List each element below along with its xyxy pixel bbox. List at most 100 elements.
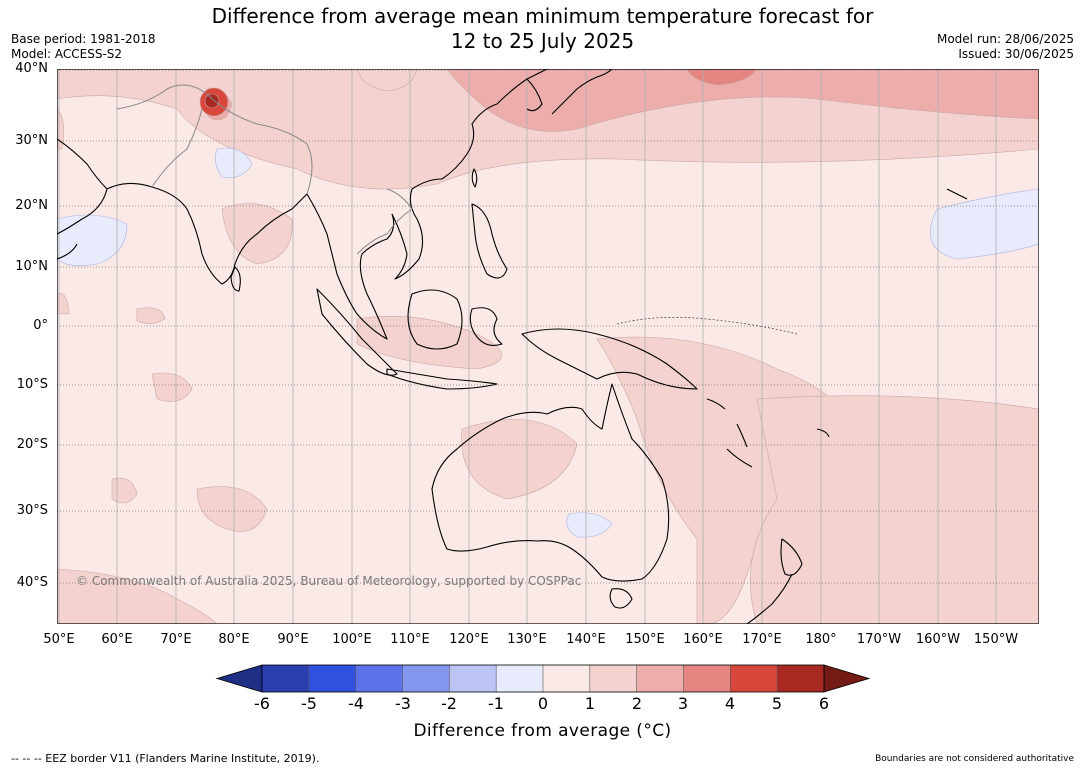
colorbar-frame xyxy=(261,664,825,693)
coast-borneo xyxy=(407,289,463,350)
coastlines xyxy=(57,69,968,624)
colorbar-tick: 5 xyxy=(771,694,783,713)
border-south-asia xyxy=(116,84,313,195)
lat-label-0: 0° xyxy=(33,318,48,333)
colorbar-segment xyxy=(402,665,450,692)
colorbar-segment xyxy=(730,665,778,692)
colorbar-tick: 4 xyxy=(724,694,736,713)
metadata-right: Model run: 28/06/2025 Issued: 30/06/2025 xyxy=(937,32,1074,62)
coast-tasmania xyxy=(609,588,633,609)
coast-china xyxy=(441,69,548,180)
coast-myanmar-malaya xyxy=(306,193,395,340)
eez-border xyxy=(616,317,798,335)
lon-label-150e: 150°E xyxy=(625,632,665,647)
lat-label-20n: 20°N xyxy=(15,198,48,213)
coast-fiji xyxy=(816,428,830,438)
base-period: Base period: 1981-2018 xyxy=(11,32,156,46)
chart-title: Difference from average mean minimum tem… xyxy=(0,4,1085,54)
coast-sumatra xyxy=(316,288,398,376)
model-run: Model run: 28/06/2025 xyxy=(936,32,1074,46)
lon-label-130e: 130°E xyxy=(507,632,547,647)
colorbar-segment xyxy=(636,665,684,692)
coast-nz-north xyxy=(780,538,803,576)
colorbar-tick: -2 xyxy=(441,694,457,713)
coast-korea xyxy=(526,78,543,112)
colorbar-tick: -3 xyxy=(395,694,411,713)
borders xyxy=(116,84,413,255)
map-frame xyxy=(57,69,1039,624)
coast-japan xyxy=(551,69,613,115)
colorbar-segment xyxy=(589,665,638,692)
coast-india xyxy=(106,182,308,285)
issued-date: Issued: 30/06/2025 xyxy=(958,47,1074,61)
coast-new-caledonia xyxy=(726,448,753,468)
colorbar-tick: 6 xyxy=(818,694,830,713)
colorbar-segment xyxy=(308,665,357,692)
lon-label-80e: 80°E xyxy=(218,632,250,647)
copyright-text: © Commonwealth of Australia 2025, Bureau… xyxy=(76,574,582,588)
lat-label-30s: 30°S xyxy=(16,503,48,518)
lon-label-90e: 90°E xyxy=(277,632,309,647)
lon-label-160w: 160°W xyxy=(915,632,961,647)
lon-label-160e: 160°E xyxy=(683,632,723,647)
forecast-map xyxy=(57,69,1039,624)
coast-indochina xyxy=(391,178,443,280)
coast-australia xyxy=(431,383,670,582)
colorbar-segment xyxy=(449,665,497,692)
lon-label-180: 180° xyxy=(805,632,837,647)
colorbar-segment xyxy=(262,665,310,692)
eez-pacific xyxy=(616,317,798,335)
colorbar-tick: 1 xyxy=(584,694,596,713)
coast-hawaii xyxy=(946,188,968,200)
coast-sulawesi xyxy=(469,307,503,346)
colorbar-tick: -1 xyxy=(488,694,504,713)
border-china-laos xyxy=(386,188,413,210)
coast-philippines xyxy=(471,203,508,279)
model-name: Model: ACCESS-S2 xyxy=(11,47,123,61)
lon-label-170w: 170°W xyxy=(856,632,902,647)
colorbar-segment xyxy=(496,665,544,692)
lon-label-100e: 100°E xyxy=(332,632,372,647)
title-line-2: 12 to 25 July 2025 xyxy=(450,29,635,53)
lat-label-10n: 10°N xyxy=(15,259,48,274)
colorbar-segment xyxy=(777,665,825,692)
colorbar-label: Difference from average (°C) xyxy=(413,721,672,741)
lon-label-70e: 70°E xyxy=(160,632,192,647)
anomaly-shading xyxy=(57,69,1039,624)
colorbar-segment xyxy=(683,665,731,692)
graticule xyxy=(57,69,1039,624)
border-pakistan-india xyxy=(151,108,203,188)
colorbar-extend-high xyxy=(823,664,871,693)
border-indochina xyxy=(356,208,413,255)
lon-label-150w: 150°W xyxy=(973,632,1019,647)
coast-new-guinea xyxy=(521,328,698,390)
lat-label-20s: 20°S xyxy=(16,437,48,452)
boundaries-disclaimer: Boundaries are not considered authoritat… xyxy=(875,754,1074,764)
lon-label-50e: 50°E xyxy=(43,632,75,647)
lat-label-40s: 40°S xyxy=(16,575,48,590)
lat-label-40n: 40°N xyxy=(15,61,48,76)
lon-label-170e: 170°E xyxy=(742,632,782,647)
metadata-left: Base period: 1981-2018 Model: ACCESS-S2 xyxy=(11,32,156,62)
eez-legend-note: -- -- -- EEZ border V11 (Flanders Marine… xyxy=(11,752,320,765)
colorbar-tick: 2 xyxy=(631,694,643,713)
coast-arabia-south xyxy=(57,243,78,260)
coast-vanuatu xyxy=(736,423,748,448)
lon-label-110e: 110°E xyxy=(390,632,430,647)
colorbar-segments xyxy=(215,664,871,693)
colorbar-segment xyxy=(543,665,591,692)
colorbar-tick: -5 xyxy=(301,694,317,713)
title-line-1: Difference from average mean minimum tem… xyxy=(211,4,874,28)
lon-label-60e: 60°E xyxy=(101,632,133,647)
colorbar-tick: -4 xyxy=(348,694,364,713)
lat-label-10s: 10°S xyxy=(16,377,48,392)
coast-taiwan xyxy=(471,168,478,188)
colorbar-tick: 0 xyxy=(537,694,549,713)
lat-label-30n: 30°N xyxy=(15,133,48,148)
colorbar-tick: -6 xyxy=(254,694,270,713)
coast-sri-lanka xyxy=(230,266,241,292)
coast-java xyxy=(386,368,498,390)
colorbar-extend-low xyxy=(215,664,263,693)
lon-label-120e: 120°E xyxy=(449,632,489,647)
colorbar-segment xyxy=(355,665,403,692)
